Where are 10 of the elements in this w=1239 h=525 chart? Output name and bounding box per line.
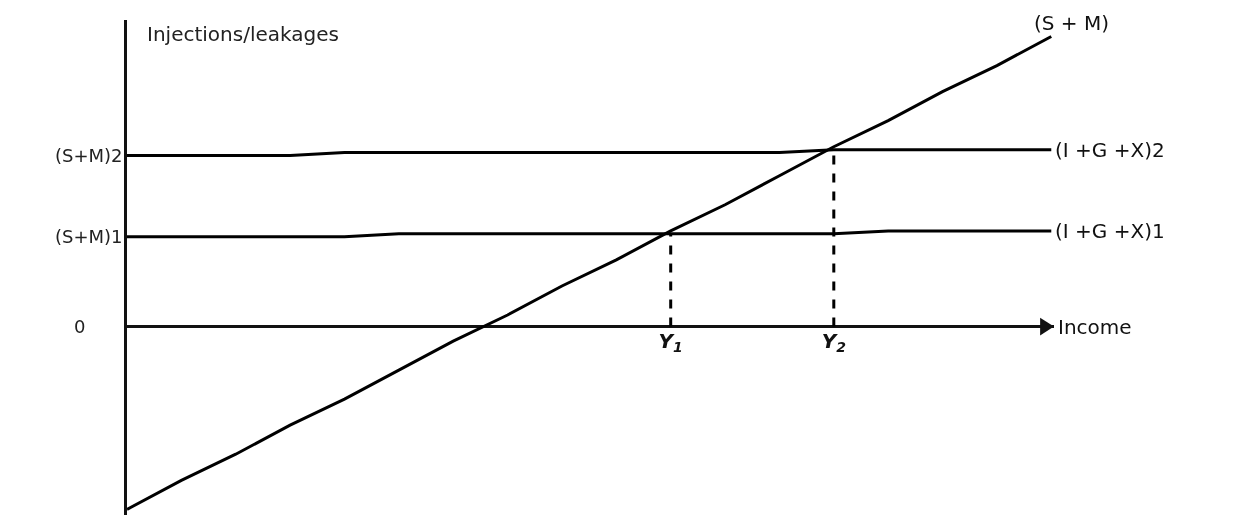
text: (S+M)1 (55, 226, 123, 247)
x-tick-label: Y$_{1}$ (658, 328, 683, 355)
series-label: (S + M) (1034, 11, 1110, 35)
x-tick-label: Y$_{2}$ (821, 328, 846, 355)
x-axis-title: Income (1058, 315, 1132, 339)
text: 0 (74, 316, 86, 337)
text: (S+M)2 (55, 145, 123, 166)
y-axis-title: Injections/leakages (147, 22, 339, 46)
series-label: (I +G +X)2 (1055, 138, 1165, 162)
series-label: (I +G +X)1 (1055, 219, 1165, 243)
